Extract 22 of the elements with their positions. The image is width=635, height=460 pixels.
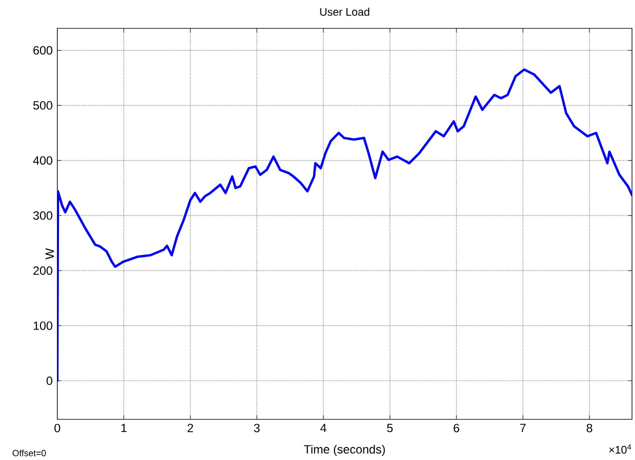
- y-tick-label: 400: [33, 156, 52, 165]
- x-axis-title: Time (seconds): [304, 444, 385, 456]
- y-tick-label: 0: [46, 376, 52, 385]
- chart-title: User Load: [320, 8, 370, 16]
- y-tick-label: 100: [34, 321, 52, 330]
- y-tick-label: 300: [33, 211, 52, 220]
- x-tick-label: 1: [121, 424, 127, 432]
- y-tick-label: 200: [33, 266, 52, 275]
- text: ×10$^{4}$: [609, 444, 632, 454]
- y-axis-title: W: [46, 248, 54, 260]
- x-tick-label: 8: [586, 424, 592, 432]
- y-tick-label: 500: [33, 101, 52, 110]
- x-tick-label: 2: [188, 424, 194, 432]
- x-tick-label: 7: [520, 424, 526, 432]
- x-tick-label: 4: [320, 424, 326, 432]
- x-tick-label: 5: [387, 424, 393, 432]
- x-tick-label: 3: [254, 424, 260, 432]
- x-tick-label: 6: [454, 424, 460, 432]
- line-series: [57, 68, 632, 382]
- x-tick-label: 0: [54, 424, 60, 432]
- y-tick-label: 600: [33, 46, 52, 55]
- text: Offset=0: [12, 450, 46, 456]
